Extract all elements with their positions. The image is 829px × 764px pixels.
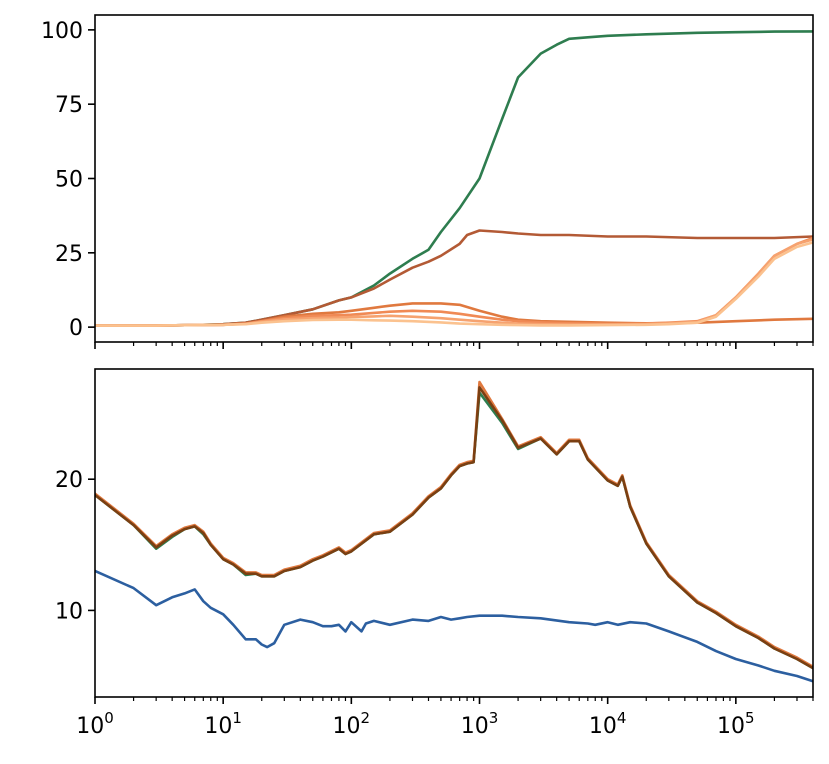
bottom-axes-frame: [94, 368, 814, 698]
bottom-y-tick-label: 20: [55, 468, 83, 493]
bottom-x-tick-label: 104: [589, 709, 627, 739]
top-y-tick-label: 0: [69, 316, 83, 341]
bottom-y-tick-label: 10: [55, 599, 83, 624]
bottom-x-tick-label: 103: [461, 709, 499, 739]
bottom-series-line-4: [95, 569, 813, 683]
top-axes-frame: [94, 14, 814, 343]
bottom-series-line-3: [95, 386, 813, 670]
top-series-line-1: [95, 30, 813, 327]
top-y-tick-label: 25: [55, 242, 83, 267]
bottom-x-tick-label: 100: [76, 709, 114, 739]
top-y-tick-label: 50: [55, 168, 83, 193]
top-series-line-6: [95, 241, 813, 327]
bottom-x-tick-label: 105: [717, 709, 755, 739]
top-y-tick-label: 75: [55, 93, 83, 118]
top-chart-panel: 0 25 50 75 100: [41, 14, 814, 349]
bottom-x-tick-label: 101: [204, 709, 242, 739]
bottom-chart-panel: 10 20 100 101 102 103 104 105: [55, 368, 814, 739]
top-y-tick-label: 100: [41, 19, 83, 44]
bottom-x-tick-label: 102: [333, 709, 371, 739]
top-series-line-4: [95, 236, 813, 327]
bottom-series-line-2: [95, 380, 813, 669]
top-series-line-2: [95, 229, 813, 327]
